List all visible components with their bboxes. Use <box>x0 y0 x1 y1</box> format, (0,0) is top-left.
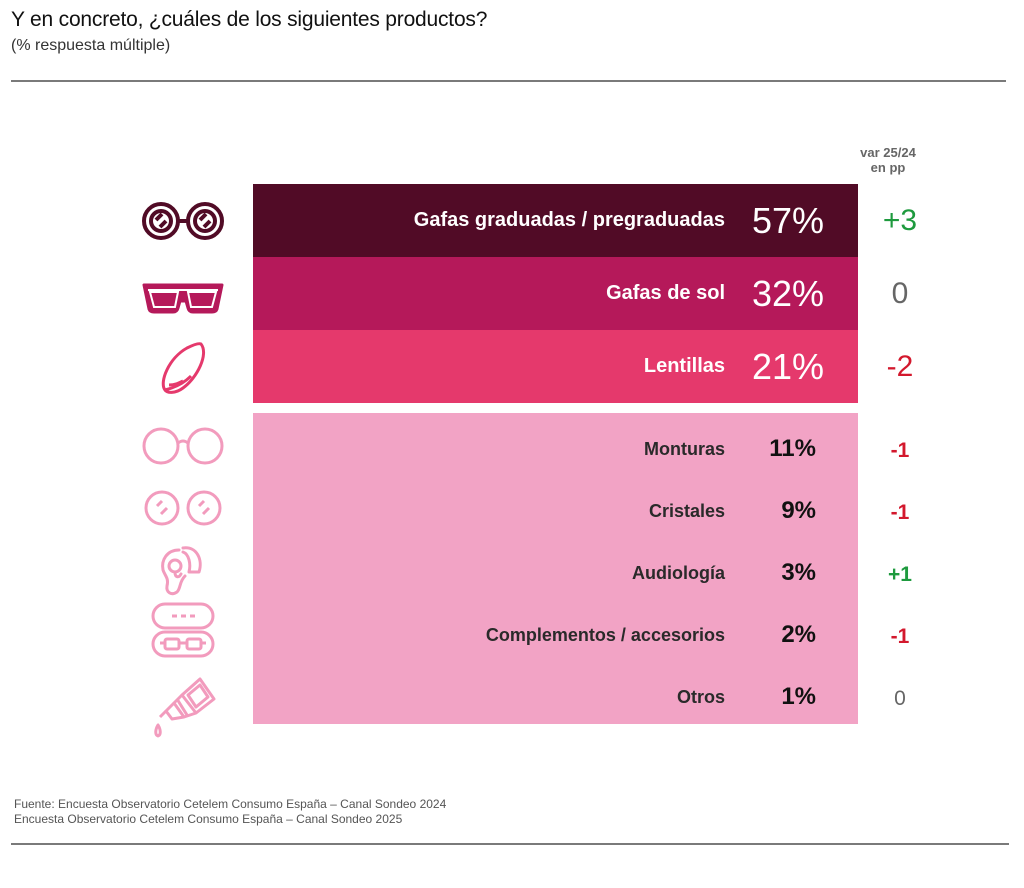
product-value: 21% <box>751 345 824 387</box>
variation-value: -1 <box>890 501 910 524</box>
product-row-contact-lenses: Lentillas 21% <box>253 330 858 403</box>
variation-value: +3 <box>882 203 918 237</box>
product-row-frames: Monturas 11% <box>253 418 858 480</box>
prescription-glasses-icon <box>138 191 228 251</box>
variation-value: -2 <box>886 349 914 383</box>
variation-value: -1 <box>890 439 910 462</box>
product-row-audiology: Audiología 3% <box>253 542 858 604</box>
product-label: Gafas de sol <box>606 282 725 304</box>
variation-header-line2: en pp <box>870 160 906 175</box>
chart-subtitle: (% respuesta múltiple) <box>11 37 171 54</box>
product-row-lenses: Cristales 9% <box>253 480 858 542</box>
frames-icon <box>138 416 228 476</box>
product-value: 1% <box>781 683 816 710</box>
top-divider <box>11 80 1006 82</box>
product-label: Gafas graduadas / pregraduadas <box>413 209 725 231</box>
variation-header-line1: var 25/24 <box>860 145 916 160</box>
product-label: Audiología <box>632 562 725 583</box>
source-footnote: Fuente: Encuesta Observatorio Cetelem Co… <box>14 797 446 827</box>
bottom-divider <box>11 843 1009 845</box>
product-row-others: Otros 1% <box>253 666 858 728</box>
product-label: Cristales <box>648 500 725 521</box>
eye-drops-icon <box>138 672 228 744</box>
product-row-prescription-glasses: Gafas graduadas / pregraduadas 57% <box>253 184 858 257</box>
product-value: 2% <box>781 621 816 648</box>
chart-title: Y en concreto, ¿cuáles de los siguientes… <box>11 8 488 31</box>
source-line-2: Encuesta Observatorio Cetelem Consumo Es… <box>14 812 403 826</box>
contact-lens-icon <box>138 338 228 398</box>
sunglasses-icon <box>138 268 228 328</box>
product-label: Otros <box>676 686 725 707</box>
product-value: 9% <box>781 497 816 524</box>
product-label: Lentillas <box>643 355 725 377</box>
variation-value: 0 <box>891 276 909 310</box>
product-value: 57% <box>751 199 824 241</box>
variation-value: -1 <box>890 625 910 648</box>
source-line-1: Fuente: Encuesta Observatorio Cetelem Co… <box>14 797 447 811</box>
product-label: Monturas <box>644 438 725 459</box>
product-row-accessories: Complementos / accesorios 2% <box>253 604 858 666</box>
glasses-case-icon <box>138 600 228 660</box>
variation-value: +1 <box>888 563 912 586</box>
product-label: Complementos / accesorios <box>485 624 725 645</box>
variation-value: 0 <box>894 687 906 710</box>
product-value: 32% <box>751 272 824 314</box>
product-value: 11% <box>769 435 816 462</box>
product-value: 3% <box>781 559 816 586</box>
secondary-products-panel <box>253 413 858 724</box>
variation-header: var 25/24 en pp <box>852 145 924 175</box>
lenses-icon <box>138 478 228 538</box>
hearing-aid-icon <box>138 540 228 600</box>
product-row-sunglasses: Gafas de sol 32% <box>253 257 858 330</box>
